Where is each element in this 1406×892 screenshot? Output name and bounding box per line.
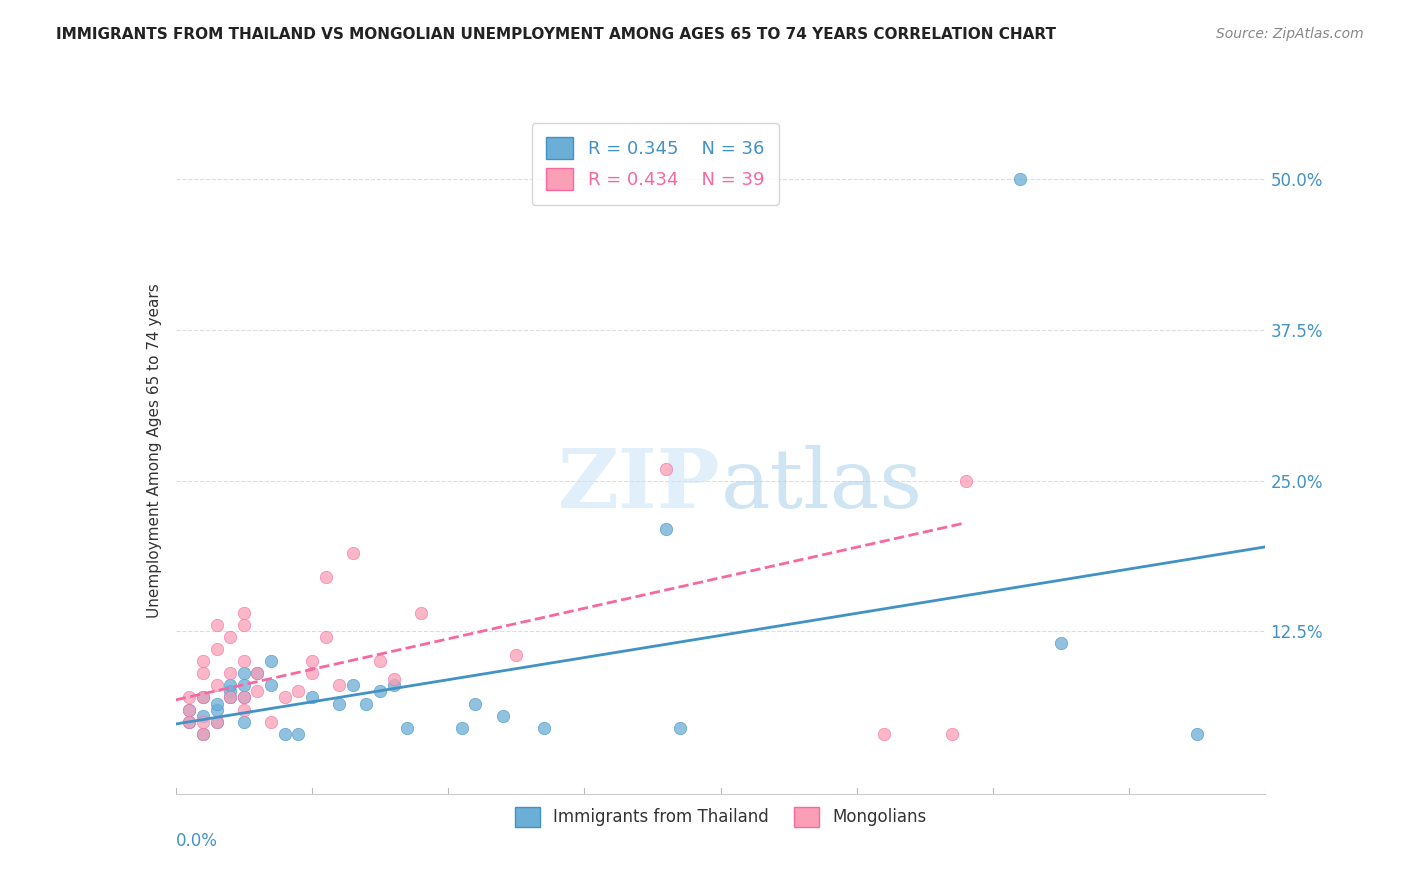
Point [260, 678, 283, 692]
Point [246, 666, 269, 681]
Point [492, 708, 515, 723]
Text: atlas: atlas [721, 445, 922, 524]
Point [179, 702, 201, 716]
Point [219, 690, 242, 705]
Point [315, 630, 337, 644]
Point [179, 690, 201, 705]
Point [301, 666, 323, 681]
Point [301, 690, 323, 705]
Point [191, 690, 214, 705]
Point [205, 714, 228, 729]
Point [368, 684, 391, 698]
Point [205, 678, 228, 692]
Point [232, 666, 254, 681]
Point [655, 522, 678, 536]
Point [873, 726, 896, 740]
Point [219, 678, 242, 692]
Point [1187, 726, 1209, 740]
Point [232, 714, 254, 729]
Y-axis label: Unemployment Among Ages 65 to 74 years: Unemployment Among Ages 65 to 74 years [146, 283, 162, 618]
Point [1010, 172, 1032, 186]
Point [328, 697, 350, 711]
Point [287, 726, 309, 740]
Point [301, 654, 323, 668]
Point [191, 714, 214, 729]
Legend: Immigrants from Thailand, Mongolians: Immigrants from Thailand, Mongolians [508, 800, 934, 834]
Point [315, 570, 337, 584]
Point [191, 690, 214, 705]
Text: IMMIGRANTS FROM THAILAND VS MONGOLIAN UNEMPLOYMENT AMONG AGES 65 TO 74 YEARS COR: IMMIGRANTS FROM THAILAND VS MONGOLIAN UN… [56, 27, 1056, 42]
Point [232, 654, 254, 668]
Point [219, 630, 242, 644]
Point [409, 606, 432, 620]
Point [205, 702, 228, 716]
Point [219, 684, 242, 698]
Point [941, 726, 963, 740]
Point [464, 697, 486, 711]
Point [205, 697, 228, 711]
Point [232, 702, 254, 716]
Text: ZIP: ZIP [558, 445, 721, 524]
Point [205, 714, 228, 729]
Point [219, 690, 242, 705]
Point [246, 666, 269, 681]
Point [274, 690, 297, 705]
Point [205, 618, 228, 632]
Point [191, 708, 214, 723]
Point [232, 618, 254, 632]
Point [368, 654, 391, 668]
Point [205, 642, 228, 657]
Point [356, 697, 378, 711]
Point [382, 673, 405, 687]
Point [191, 666, 214, 681]
Point [191, 654, 214, 668]
Point [450, 721, 472, 735]
Point [396, 721, 419, 735]
Text: 0.0%: 0.0% [176, 831, 218, 850]
Point [287, 684, 309, 698]
Point [179, 714, 201, 729]
Point [1050, 636, 1073, 650]
Point [668, 721, 690, 735]
Point [232, 678, 254, 692]
Point [342, 546, 364, 560]
Point [955, 474, 977, 488]
Point [232, 690, 254, 705]
Point [260, 654, 283, 668]
Point [342, 678, 364, 692]
Point [533, 721, 555, 735]
Point [246, 684, 269, 698]
Point [232, 606, 254, 620]
Point [655, 461, 678, 475]
Point [232, 690, 254, 705]
Point [274, 726, 297, 740]
Point [179, 702, 201, 716]
Point [179, 714, 201, 729]
Point [219, 666, 242, 681]
Point [191, 726, 214, 740]
Point [328, 678, 350, 692]
Point [191, 726, 214, 740]
Point [260, 714, 283, 729]
Point [505, 648, 527, 663]
Point [382, 678, 405, 692]
Text: Source: ZipAtlas.com: Source: ZipAtlas.com [1216, 27, 1364, 41]
